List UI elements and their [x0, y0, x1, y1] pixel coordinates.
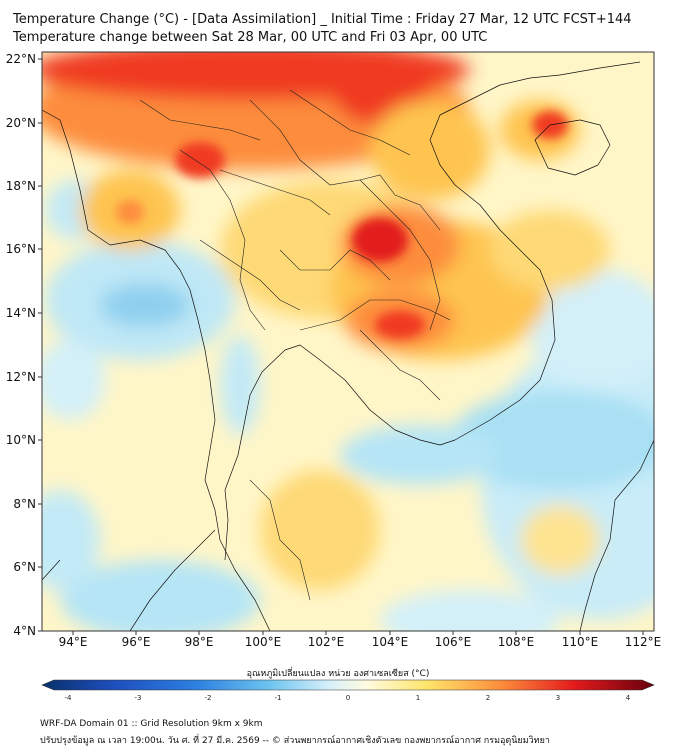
colorbar: -4 -3 -2 -1 0 1 2 3 4 [41, 679, 655, 702]
colorbar-tick: 3 [556, 694, 560, 702]
lat-label: 18°N [6, 179, 36, 193]
lon-label: 98°E [185, 635, 214, 649]
footer-model-info: WRF-DA Domain 01 :: Grid Resolution 9km … [40, 719, 263, 729]
map-subtitle: Temperature change between Sat 28 Mar, 0… [13, 30, 488, 45]
lat-label: 4°N [13, 624, 36, 638]
lat-label: 20°N [6, 116, 36, 130]
colorbar-tick: 0 [346, 694, 350, 702]
colorbar-tick: 2 [486, 694, 490, 702]
lon-label: 106°E [435, 635, 472, 649]
lon-label: 94°E [59, 635, 88, 649]
lat-label: 12°N [6, 370, 36, 384]
lon-label: 96°E [122, 635, 151, 649]
colorbar-tick: -2 [205, 694, 212, 702]
colorbar-tick: 4 [626, 694, 631, 702]
borders [139, 89, 451, 601]
lon-label: 112°E [625, 635, 662, 649]
lat-label: 14°N [6, 306, 36, 320]
lat-label: 10°N [6, 433, 36, 447]
lon-label: 110°E [562, 635, 599, 649]
colorbar-tick: -3 [135, 694, 142, 702]
coastlines [42, 61, 654, 631]
lon-label: 102°E [308, 635, 345, 649]
colorbar-tick: -1 [275, 694, 282, 702]
lat-label: 6°N [13, 560, 36, 574]
colorbar-tick: 1 [416, 694, 420, 702]
map-title: Temperature Change (°C) - [Data Assimila… [13, 12, 632, 27]
colorbar-label: อุณหภูมิเปลี่ยนแปลง หน่วย องศาเซลเซียส (… [246, 669, 430, 679]
colorbar-tick: -4 [65, 694, 73, 702]
lat-label: 16°N [6, 242, 36, 256]
lon-label: 108°E [498, 635, 535, 649]
temperature-field [42, 52, 654, 631]
lon-label: 100°E [245, 635, 282, 649]
footer-update-info: ปรับปรุงข้อมูล ณ เวลา 19:00น. วัน ศ. ที่… [40, 736, 550, 746]
lat-label: 8°N [13, 497, 36, 511]
lon-label: 104°E [372, 635, 409, 649]
lat-label: 22°N [6, 52, 36, 66]
plot-frame [41, 51, 655, 632]
